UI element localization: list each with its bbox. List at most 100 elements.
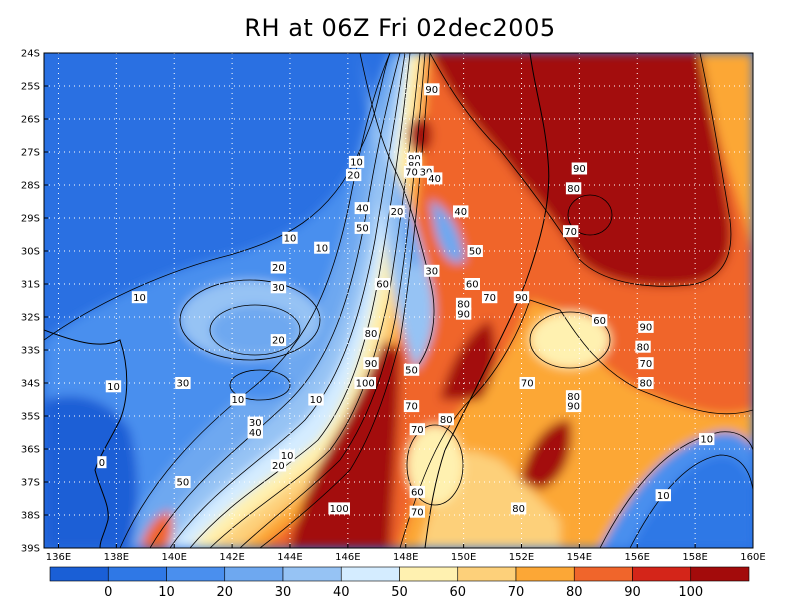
- contour-label-bg: [519, 377, 535, 389]
- contour-label-bg: [97, 456, 107, 469]
- contour-label-bg: [565, 390, 582, 403]
- contour-label: 50: [467, 245, 483, 258]
- contour-label-bg: [403, 165, 420, 178]
- x-tick-label: 154E: [567, 552, 592, 563]
- contour-label-text: 90: [573, 164, 586, 175]
- contour-label-text: 10: [232, 395, 245, 406]
- contour-label-bg: [131, 291, 148, 304]
- y-tick-label: 26S: [21, 115, 40, 126]
- x-tick-label: 142E: [219, 552, 244, 563]
- contour-line-40: [149, 53, 401, 548]
- contour-label-bg: [565, 400, 582, 413]
- contour-label: 40: [453, 205, 469, 218]
- contour-label: 80: [510, 502, 527, 515]
- contour-label-bg: [464, 278, 480, 290]
- contour-label-text: 20: [347, 171, 360, 182]
- contour-label-text: 40: [454, 207, 467, 218]
- colorbar-label: 80: [566, 585, 583, 600]
- contour-label: 10: [279, 449, 295, 462]
- contour-label-bg: [409, 485, 426, 498]
- contour-label: 90: [571, 162, 588, 175]
- contour-label-bg: [354, 377, 377, 389]
- colorbar-swatch: [632, 566, 692, 582]
- contour-ring-east-60: [529, 311, 611, 369]
- contour-label-text: 10: [133, 293, 146, 304]
- contour-label-bg: [363, 357, 379, 370]
- contour-label: 80: [565, 182, 582, 195]
- y-tick-label: 39S: [21, 544, 40, 555]
- contour-label-bg: [270, 281, 287, 294]
- x-tick-label: 138E: [104, 552, 129, 563]
- y-tick-label: 36S: [21, 445, 40, 456]
- contour-label-text: 90: [515, 293, 528, 304]
- contour-label-bg: [635, 340, 651, 353]
- contour-label: 20: [345, 169, 362, 182]
- contour-label-text: 30: [177, 379, 190, 390]
- colorbar-swatch: [166, 566, 226, 582]
- colorbar-swatch: [340, 566, 400, 582]
- colorbar-swatch: [107, 566, 167, 582]
- y-tick-label: 38S: [21, 511, 40, 522]
- colorbar-swatch: [224, 566, 284, 582]
- contour-label-text: 70: [640, 359, 653, 370]
- rh-northeast-band-80: [700, 53, 753, 250]
- contour-label-bg: [655, 489, 671, 502]
- contour-label: 70: [519, 377, 535, 390]
- contour-label-bg: [354, 221, 371, 234]
- contour-line-30: [119, 53, 391, 548]
- contour-label: 90: [565, 400, 582, 413]
- contour-label-bg: [247, 416, 263, 429]
- colorbar-label: 50: [391, 585, 408, 600]
- contour-label-bg: [175, 476, 191, 488]
- contour-label: 70: [409, 505, 426, 518]
- colorbar-label: 10: [158, 585, 175, 600]
- contour-label-bg: [314, 241, 330, 254]
- contour-label-text: 50: [405, 365, 418, 376]
- y-tick-label: 28S: [21, 181, 40, 192]
- contour-labels: 9090807030401020908070402040501010502030…: [97, 83, 715, 518]
- contour-label-text: 70: [405, 402, 418, 413]
- contour-label: 10: [348, 155, 365, 169]
- x-tick-label: 152E: [509, 552, 534, 563]
- rh-dry-pocket-30: [430, 200, 465, 263]
- contour-label: 20: [389, 205, 405, 218]
- contour-label: 80: [638, 377, 654, 390]
- contour-label-text: 60: [411, 488, 424, 499]
- contour-label-bg: [374, 278, 391, 290]
- contour-label-text: 90: [425, 85, 438, 96]
- contour-label: 0: [97, 456, 107, 469]
- contour-line-dry-tongue: [359, 53, 435, 371]
- contour-label-bg: [328, 502, 350, 515]
- contour-label-text: 30: [272, 283, 285, 294]
- colorbar-label: 0: [104, 585, 112, 600]
- contour-label-text: 70: [521, 379, 534, 390]
- y-tick-label: 34S: [21, 379, 40, 390]
- contour-label-text: 40: [428, 174, 441, 185]
- contour-label-bg: [270, 261, 287, 274]
- contour-label-bg: [426, 172, 443, 185]
- contour-label-text: 70: [411, 425, 424, 436]
- contour-label-bg: [571, 162, 588, 175]
- contour-label: 10: [314, 241, 330, 254]
- contour-label-text: 70: [411, 507, 424, 518]
- contour-label: 60: [464, 278, 480, 291]
- y-tick-label: 27S: [21, 148, 40, 159]
- contour-label-text: 10: [350, 158, 363, 169]
- contour-label-text: 60: [593, 316, 606, 327]
- contour-label-text: 10: [281, 451, 294, 462]
- contour-label-text: 70: [483, 293, 496, 304]
- x-tick-label: 160E: [740, 552, 765, 563]
- x-tick-label: 158E: [682, 552, 707, 563]
- contour-label: 80: [363, 327, 379, 340]
- contour-label-text: 80: [567, 184, 580, 195]
- colorbar-swatch: [282, 566, 342, 582]
- contour-label-bg: [403, 363, 420, 376]
- contour-label-text: 10: [310, 395, 323, 406]
- rh-southeast-dry-10: [630, 455, 753, 548]
- contour-label-bg: [389, 205, 405, 218]
- plot-frame: [43, 52, 754, 549]
- contour-label-bg: [105, 380, 122, 393]
- contour-label-text: 80: [512, 504, 525, 515]
- contour-label: 60: [374, 278, 391, 291]
- colorbar-label: 70: [508, 585, 525, 600]
